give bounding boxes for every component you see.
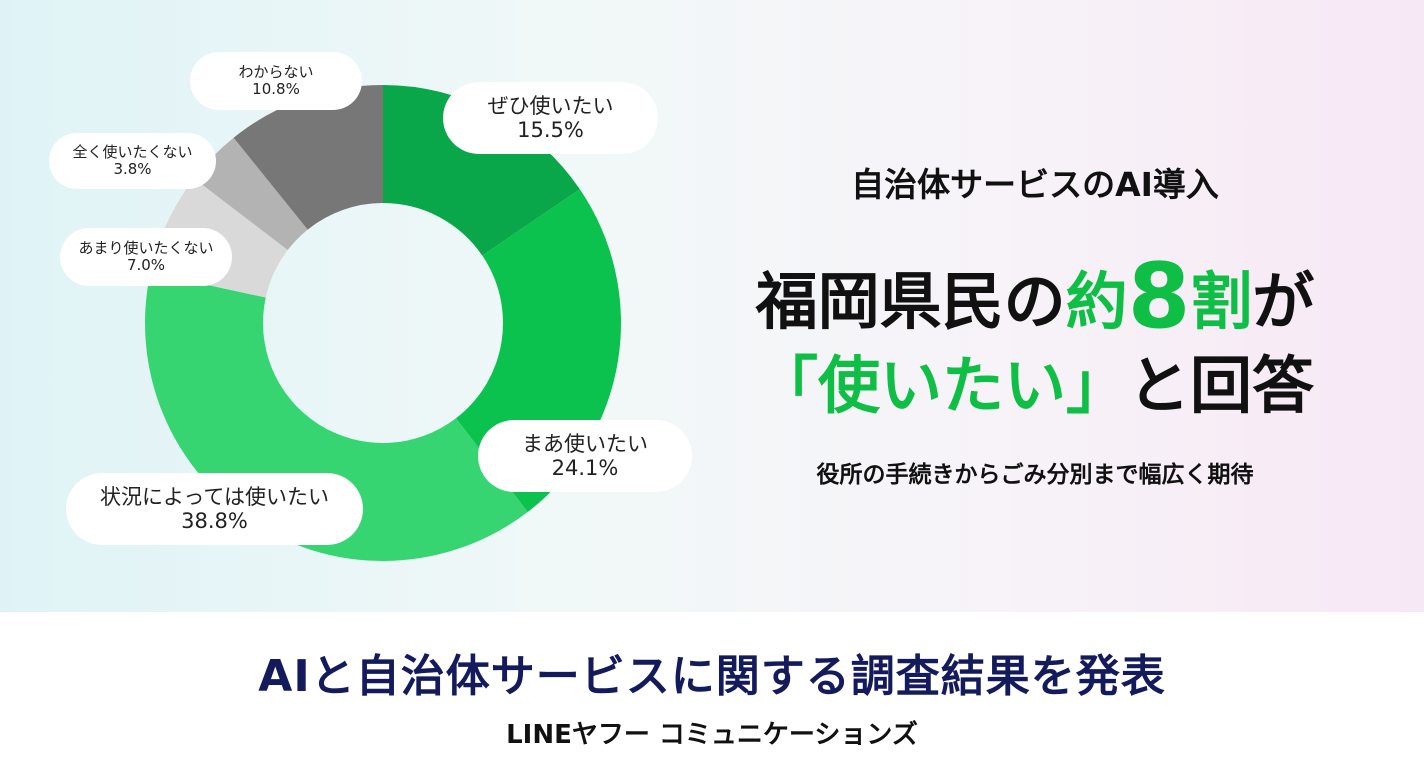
label-maa-value: 24.1% [551, 456, 619, 480]
headline-main2-rest: と回答 [1128, 349, 1315, 422]
label-wakaranai: わからない 10.8% [190, 52, 362, 110]
label-wakaranai-value: 10.8% [252, 80, 300, 98]
slice-wakaranai [233, 85, 383, 230]
label-amari-name: あまり使いたくない [78, 238, 214, 257]
hero-panel: ぜひ使いたい 15.5% まあ使いたい 24.1% 状況によっては使いたい 38… [0, 0, 1424, 612]
label-zehi-value: 15.5% [517, 118, 584, 142]
label-amari: あまり使いたくない 7.0% [60, 228, 232, 286]
label-maa: まあ使いたい 24.1% [478, 420, 692, 492]
headline-main-line1: 福岡県民の約8割が [700, 248, 1370, 342]
headline-main1-part2: が [1252, 265, 1315, 338]
label-zehi-name: ぜひ使いたい [487, 93, 614, 118]
headline-main1-pre: 約 [1065, 265, 1128, 338]
label-joukyou-value: 38.8% [181, 509, 248, 533]
label-mattaku-value: 3.8% [113, 160, 152, 178]
headline-main1-post: 割 [1190, 265, 1253, 338]
slice-mattaku [194, 137, 308, 251]
headline-main-line2: 「使いたい」と回答 [700, 355, 1370, 417]
company-name: LINEヤフー コミュニケーションズ [506, 720, 918, 750]
headline-description: 役所の手続きからごみ分別まで幅広く期待 [816, 462, 1254, 488]
headline-main1-number: 8 [1127, 244, 1191, 349]
label-mattaku: 全く使いたくない 3.8% [49, 133, 216, 189]
label-maa-name: まあ使いたい [522, 431, 648, 456]
label-joukyou-name: 状況によっては使いたい [100, 484, 329, 509]
headline-main2-highlight: 「使いたい」 [755, 349, 1128, 422]
label-joukyou: 状況によっては使いたい 38.8% [66, 473, 363, 545]
footer-title: AIと自治体サービスに関する調査結果を発表 [258, 651, 1166, 702]
headline-main1-part1: 福岡県民の [755, 265, 1066, 338]
headline-subtitle: 自治体サービスのAI導入 [851, 165, 1219, 204]
label-wakaranai-name: わからない [238, 62, 314, 81]
label-zehi: ぜひ使いたい 15.5% [443, 82, 658, 154]
slice-zehi [383, 85, 580, 256]
label-mattaku-name: 全く使いたくない [72, 142, 193, 161]
label-amari-value: 7.0% [126, 256, 166, 274]
